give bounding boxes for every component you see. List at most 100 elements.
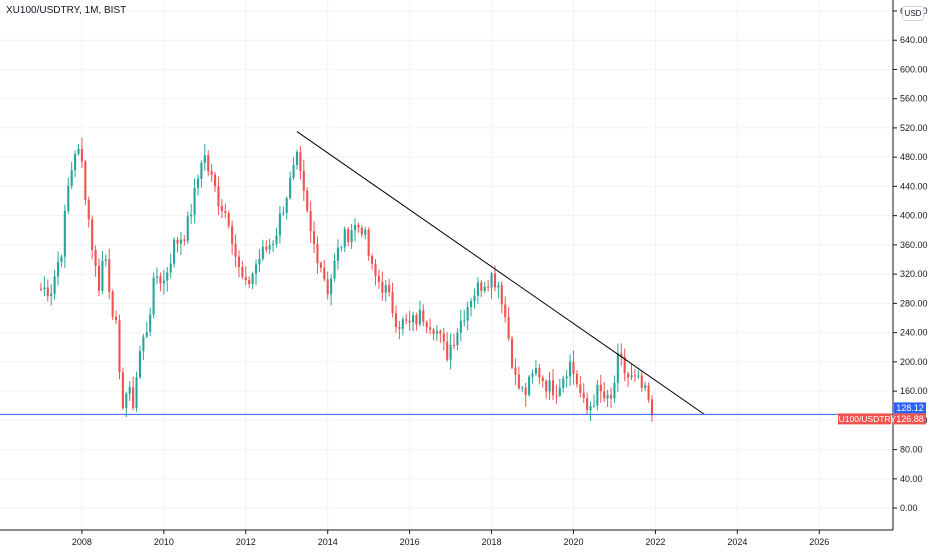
- candle-body: [302, 170, 305, 191]
- candle-body: [111, 291, 114, 317]
- candle-body: [364, 229, 367, 235]
- candle-body: [613, 382, 616, 399]
- candle-body: [190, 214, 193, 217]
- trendline: [296, 131, 705, 415]
- candle-body: [295, 151, 299, 165]
- candle-body: [162, 280, 165, 284]
- candle-body: [647, 385, 650, 400]
- x-tick-label: 2008: [72, 537, 92, 547]
- candle-body: [340, 247, 343, 249]
- candle-body: [166, 272, 169, 281]
- candle-body: [350, 230, 353, 243]
- y-tick-label: 80.00: [900, 445, 923, 455]
- candle-body: [43, 287, 46, 289]
- candle-body: [87, 199, 90, 220]
- candle-body: [551, 380, 555, 396]
- candle-body: [254, 264, 258, 274]
- candle-body: [579, 384, 582, 393]
- candle-body: [108, 259, 111, 292]
- candle-body: [627, 373, 630, 378]
- y-tick-label: 0.00: [900, 503, 918, 513]
- candle-body: [381, 282, 384, 293]
- candle-body: [217, 186, 220, 207]
- candle-body: [371, 255, 374, 264]
- candle-body: [347, 229, 350, 243]
- candle-body: [388, 285, 391, 293]
- hline-price-box: [894, 402, 926, 414]
- x-tick-label: 2014: [318, 537, 338, 547]
- candle-body: [169, 263, 172, 273]
- candle-body: [316, 243, 319, 264]
- candle-body: [115, 316, 118, 321]
- candle-body: [224, 211, 227, 213]
- candle-body: [398, 327, 401, 329]
- candle-body: [483, 286, 486, 291]
- candle-body: [599, 384, 602, 392]
- candle-body: [623, 356, 626, 374]
- candles-layer: [39, 137, 654, 422]
- candle-body: [272, 243, 275, 246]
- candle-body: [442, 333, 445, 342]
- candle-body: [135, 377, 138, 408]
- candle-body: [637, 375, 640, 377]
- candle-body: [203, 155, 206, 164]
- y-tick-label: 600.00: [900, 64, 928, 74]
- y-tick-label: 320.00: [900, 269, 928, 279]
- candle-body: [538, 367, 541, 378]
- candle-body: [452, 344, 456, 346]
- candle-body: [343, 229, 346, 248]
- candle-body: [609, 394, 613, 399]
- candle-body: [470, 301, 473, 307]
- candle-body: [213, 174, 217, 187]
- candle-body: [586, 398, 589, 411]
- candle-body: [545, 380, 548, 392]
- candle-body: [80, 148, 83, 162]
- last-price-box: [894, 413, 926, 425]
- candle-body: [435, 331, 439, 334]
- candle-body: [200, 163, 203, 179]
- x-tick-label: 2026: [809, 537, 829, 547]
- candle-body: [56, 261, 60, 277]
- candle-body: [487, 286, 490, 288]
- candle-body: [603, 391, 606, 399]
- y-tick-label: 240.00: [900, 328, 928, 338]
- candle-body: [394, 313, 398, 328]
- currency-button[interactable]: USD: [902, 6, 924, 21]
- candle-body: [125, 393, 128, 409]
- candle-body: [94, 249, 97, 266]
- candle-body: [391, 292, 394, 314]
- candle-body: [497, 285, 500, 288]
- candle-body: [531, 373, 534, 377]
- candle-body: [357, 224, 360, 228]
- y-tick-label: 400.00: [900, 211, 928, 221]
- candle-body: [138, 351, 142, 378]
- candle-body: [644, 385, 647, 388]
- candle-body: [50, 293, 53, 297]
- candle-body: [278, 213, 281, 236]
- candle-body: [91, 219, 94, 250]
- symbol-title[interactable]: XU100/USDTRY, 1M, BIST: [6, 5, 127, 16]
- candle-body: [183, 239, 186, 241]
- candle-body: [476, 282, 479, 296]
- candle-body: [149, 314, 152, 332]
- y-tick-label: 160.00: [900, 386, 928, 396]
- candle-body: [306, 190, 309, 211]
- candle-body: [74, 154, 77, 171]
- candle-body: [429, 327, 432, 330]
- candle-body: [374, 263, 377, 276]
- candle-body: [514, 367, 517, 375]
- candle-body: [196, 178, 200, 188]
- candle-body: [425, 321, 428, 328]
- candle-body: [360, 227, 363, 235]
- series-name-label: XU100/USDTRY: [833, 414, 896, 424]
- x-tick-label: 2012: [236, 537, 256, 547]
- candle-body: [558, 387, 561, 396]
- x-tick-label: 2022: [645, 537, 665, 547]
- x-tick-label: 2020: [563, 537, 583, 547]
- candle-body: [53, 276, 56, 294]
- candle-body: [650, 399, 654, 416]
- candle-body: [456, 332, 459, 346]
- grid-layer: [0, 0, 893, 530]
